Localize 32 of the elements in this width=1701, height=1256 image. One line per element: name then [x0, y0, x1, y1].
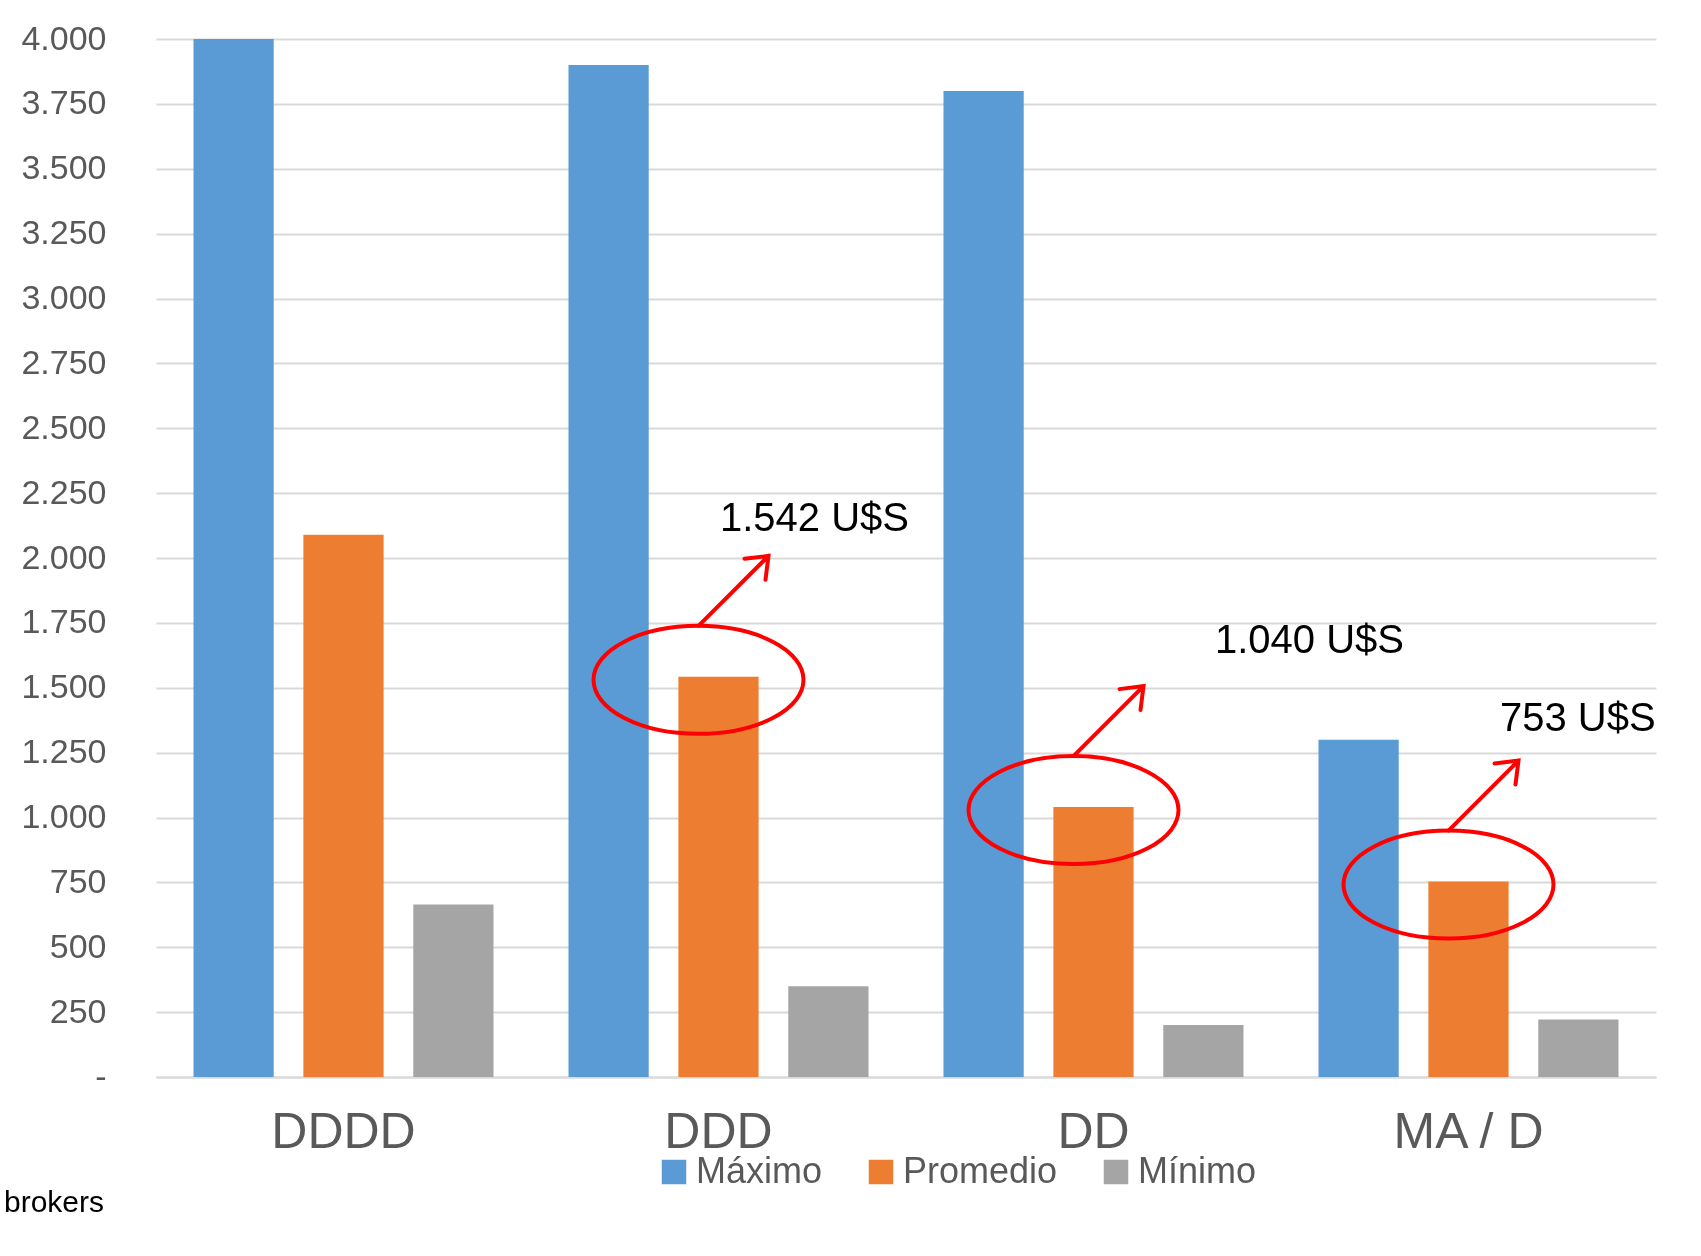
x-tick-label: DD [1057, 1102, 1130, 1159]
y-tick-label: 3.750 [21, 83, 107, 122]
y-tick-label: 1.250 [21, 732, 107, 771]
bar [193, 39, 274, 1077]
annotation: 753 U$S [1500, 695, 1656, 740]
y-tick-label: 750 [49, 861, 107, 900]
y-tick-label: - [95, 1056, 107, 1095]
y-tick-label: 2.000 [21, 537, 107, 576]
text: brokers [4, 1185, 105, 1219]
y-tick-label: 1.750 [21, 602, 107, 641]
y-tick-label: 3.500 [21, 148, 107, 187]
bar [1538, 1019, 1619, 1077]
y-tick-label: 2.500 [21, 407, 107, 446]
bar [788, 986, 869, 1077]
y-tick-label: 2.750 [21, 342, 107, 381]
y-tick-label: 1.000 [21, 797, 107, 835]
bar [303, 534, 384, 1077]
legend-label: Mínimo [1138, 1150, 1257, 1191]
y-tick-label: 3.250 [21, 213, 107, 252]
x-tick-label: DDDD [271, 1102, 416, 1159]
y-tick-label: 500 [49, 926, 107, 965]
bar [413, 904, 494, 1077]
y-tick-label: 250 [49, 991, 107, 1030]
x-tick-label: MA / D [1393, 1102, 1544, 1159]
y-tick-label: 4.000 [21, 18, 107, 57]
y-tick-label: 2.250 [21, 472, 107, 511]
bar [1163, 1025, 1244, 1077]
annotation: 1.040 U$S [1215, 617, 1405, 662]
y-tick-label: 1.500 [21, 667, 107, 706]
annotation: 1.542 U$S [720, 495, 910, 540]
y-tick-label: 3.000 [21, 278, 107, 316]
legend-label: Promedio [903, 1150, 1058, 1191]
